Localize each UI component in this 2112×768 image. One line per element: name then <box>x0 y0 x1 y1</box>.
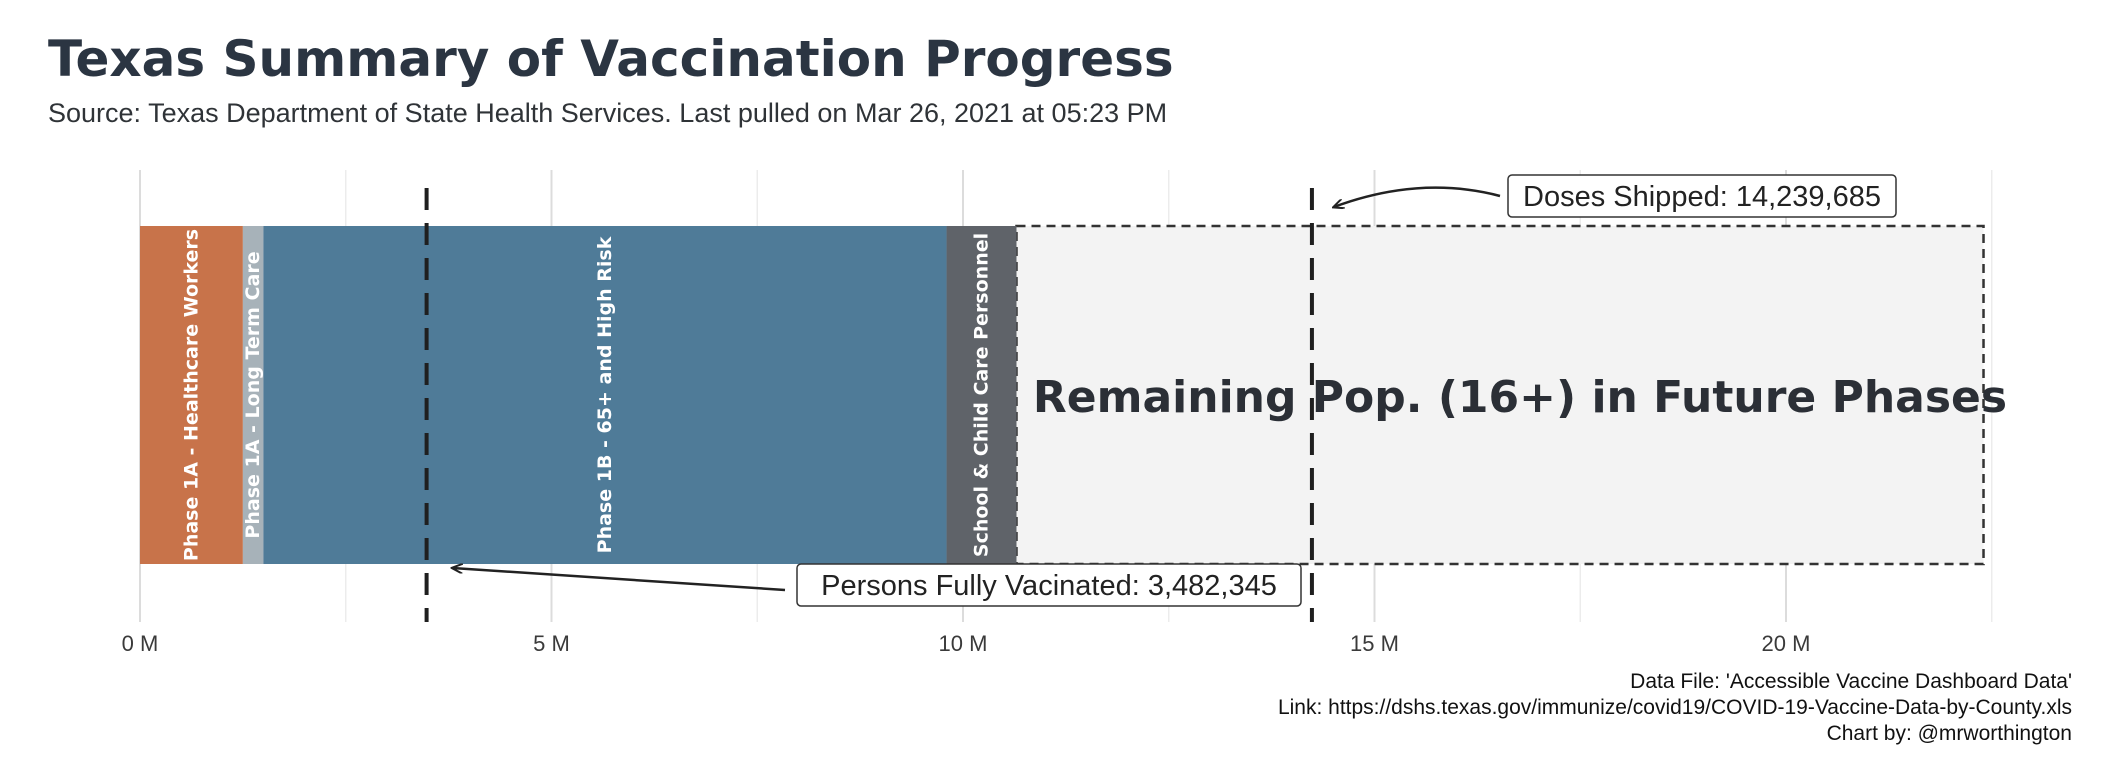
stacked-bar: Phase 1A - Healthcare Workers Phase 1A - … <box>140 224 2007 566</box>
remaining-population-box <box>1015 224 1985 566</box>
doses-shipped-label: Doses Shipped: 14,239,685 <box>1523 181 1881 213</box>
doses-shipped-arrow <box>1334 186 1501 207</box>
bar-segment-label: Phase 1A - Healthcare Workers <box>180 229 202 561</box>
bar-segment <box>263 226 947 564</box>
persons-fully-vaccinated-label-box <box>796 563 1302 607</box>
x-tick-label: 0 M <box>122 631 159 656</box>
bar-segment-label: School & Child Care Personnel <box>971 233 993 557</box>
bar-segment-label: Phase 1B - 65+ and High Risk <box>594 236 616 553</box>
caption-line: Chart by: @mrworthington <box>1827 722 2072 745</box>
bar-segment <box>242 226 264 564</box>
caption-line: Data File: 'Accessible Vaccine Dashboard… <box>1630 670 2072 693</box>
x-tick-label: 20 M <box>1762 631 1811 656</box>
remaining-population-label: Remaining Pop. (16+) in Future Phases <box>1033 372 2007 423</box>
bar-segment <box>140 226 243 564</box>
x-axis-ticks: 0 M 5 M 10 M 15 M 20 M <box>122 631 1811 656</box>
captions: Data File: 'Accessible Vaccine Dashboard… <box>1278 670 2072 745</box>
reference-lines: Doses Shipped: 14,239,685 Persons Fully V… <box>424 174 1897 622</box>
x-tick-label: 10 M <box>939 631 988 656</box>
persons-fully-vaccinated-label: Persons Fully Vacinated: 3,482,345 <box>821 570 1277 602</box>
persons-fully-vaccinated-arrow <box>453 568 786 592</box>
x-tick-label: 15 M <box>1350 631 1399 656</box>
chart-title: Texas Summary of Vaccination Progress <box>48 30 1174 88</box>
bar-segment <box>946 226 1017 564</box>
caption-line: Link: https://dshs.texas.gov/immunize/co… <box>1278 696 2072 719</box>
doses-shipped-label-box <box>1507 174 1897 218</box>
chart-subtitle: Source: Texas Department of State Health… <box>48 98 1167 128</box>
bar-segment-label: Phase 1A - Long Term Care <box>242 251 264 538</box>
x-tick-label: 5 M <box>533 631 570 656</box>
